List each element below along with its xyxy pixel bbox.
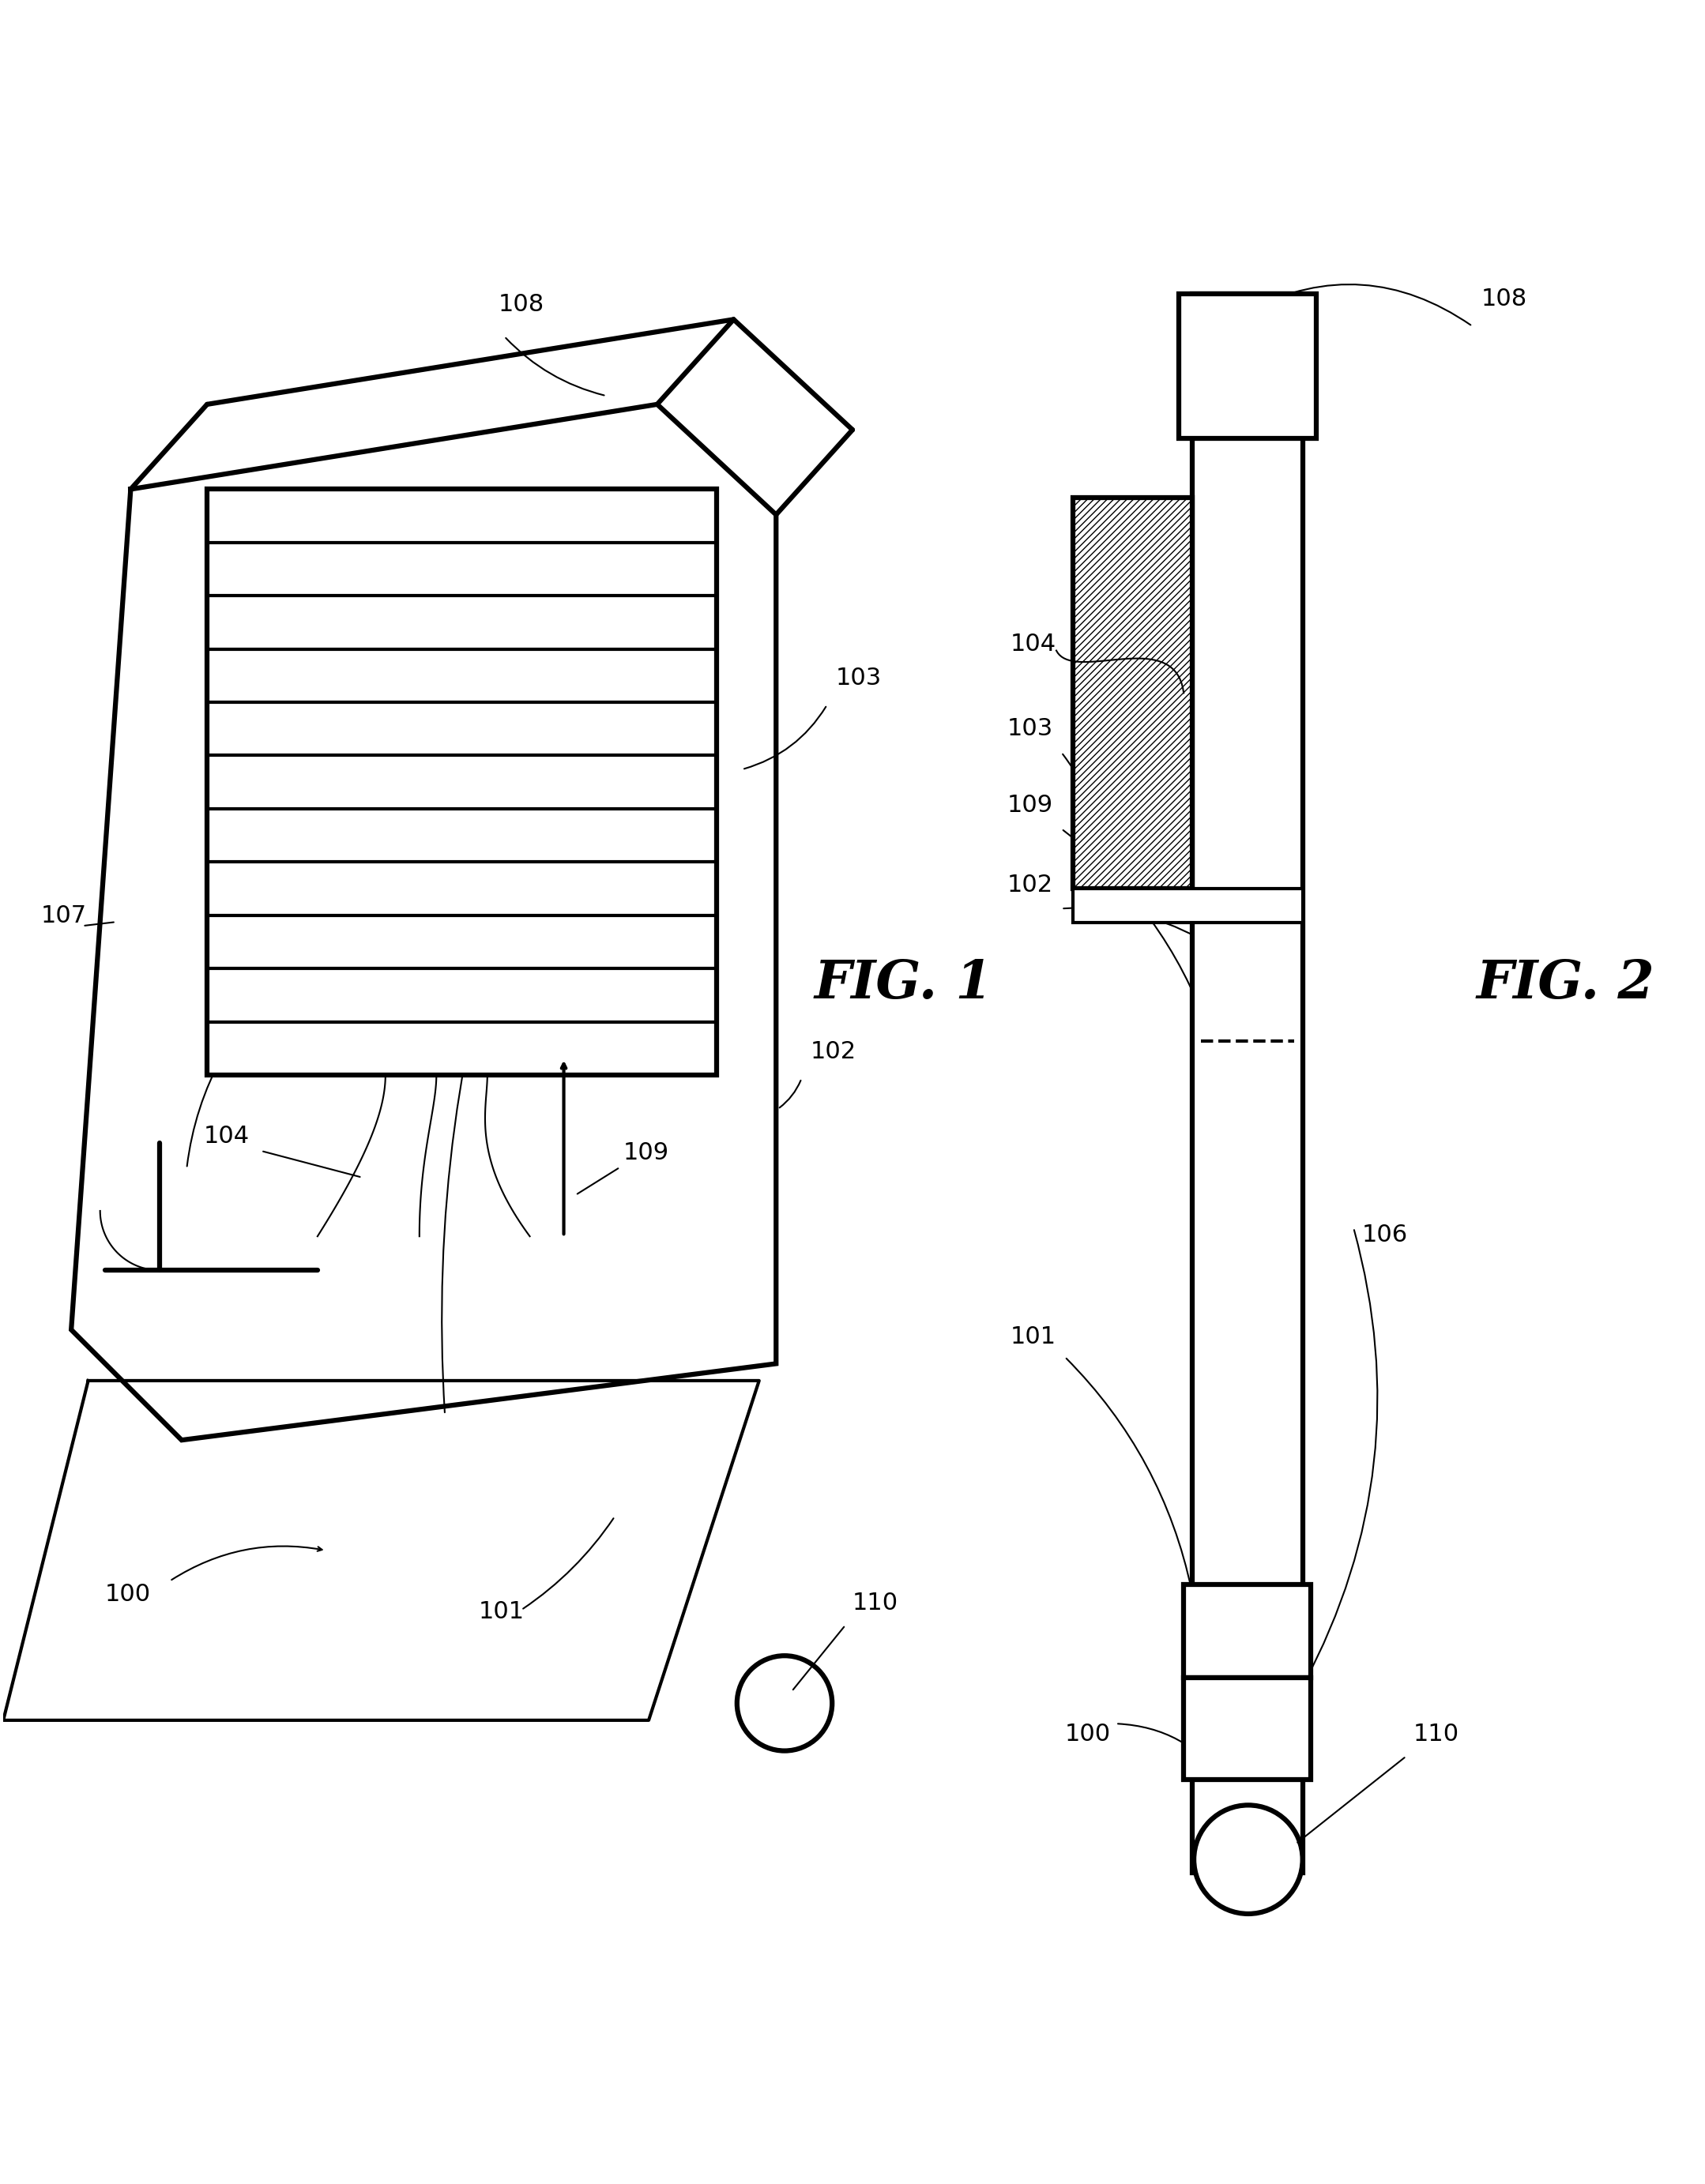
Text: 106: 106 (530, 802, 576, 826)
Text: 108: 108 (498, 293, 544, 317)
Text: 100: 100 (106, 1583, 152, 1605)
Bar (206, 489, 716, 1075)
Bar (1178, 295, 1316, 439)
Text: 107: 107 (41, 904, 87, 926)
Bar (1192, 295, 1303, 1874)
Polygon shape (3, 1380, 759, 1721)
Bar (1183, 1583, 1311, 1677)
Text: 109: 109 (624, 1142, 668, 1164)
Text: 110: 110 (1413, 1723, 1459, 1745)
Text: 105: 105 (232, 1013, 278, 1037)
Bar (1183, 1677, 1311, 1780)
Text: 104: 104 (1011, 633, 1057, 655)
Text: 102: 102 (1008, 874, 1054, 895)
Text: FIG. 2: FIG. 2 (1477, 959, 1656, 1009)
Text: FIG. 1: FIG. 1 (815, 959, 992, 1009)
Bar (1072, 889, 1303, 922)
Text: 100: 100 (1066, 1723, 1110, 1745)
Text: 103: 103 (835, 666, 881, 690)
Polygon shape (72, 404, 776, 1439)
Text: 106: 106 (1362, 1223, 1408, 1247)
Text: 103: 103 (1008, 716, 1054, 740)
Text: 102: 102 (810, 1040, 856, 1064)
Text: 101: 101 (479, 1601, 525, 1623)
Circle shape (1194, 1806, 1303, 1913)
Text: 110: 110 (852, 1592, 899, 1614)
Text: 101: 101 (1011, 1326, 1057, 1348)
Circle shape (737, 1655, 832, 1752)
Bar (1072, 498, 1192, 889)
Text: 108: 108 (1482, 288, 1528, 310)
Text: 109: 109 (1008, 793, 1054, 817)
Text: 104: 104 (203, 1125, 249, 1147)
